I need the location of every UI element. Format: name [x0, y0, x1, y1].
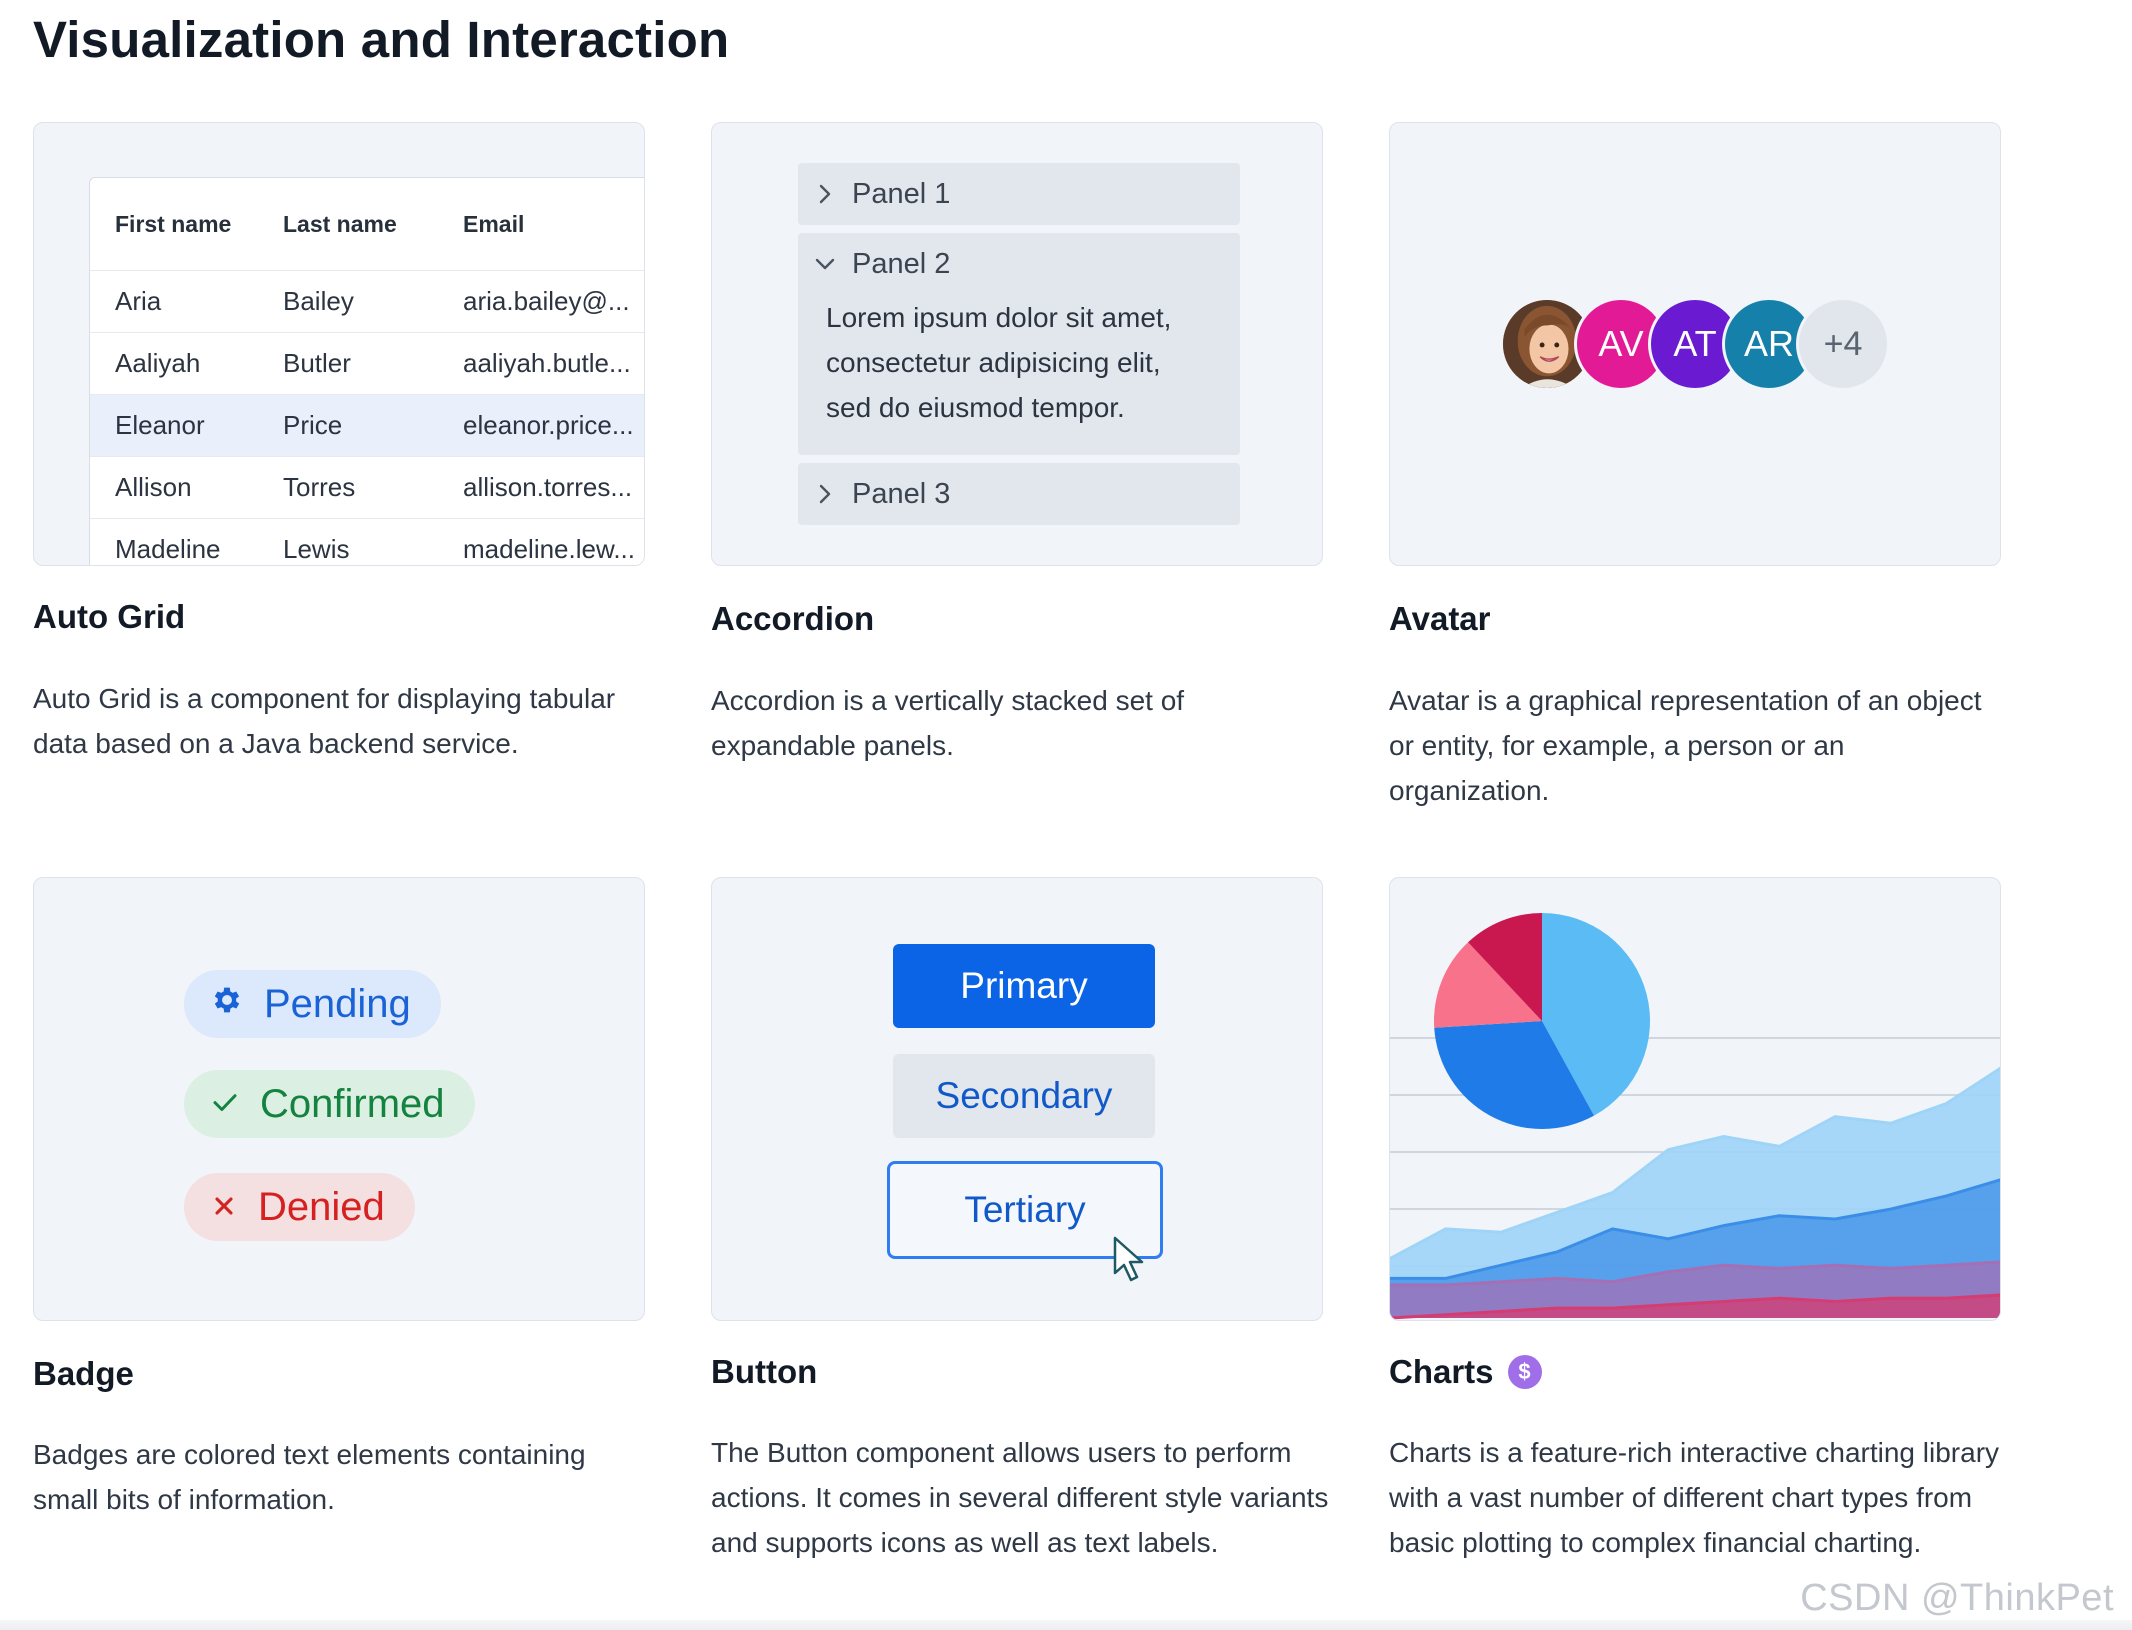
chevron-right-icon — [798, 483, 852, 505]
accordion-panel-label: Panel 3 — [852, 477, 951, 510]
charts-card[interactable] — [1389, 877, 2001, 1321]
badge-pending: Pending — [184, 970, 441, 1038]
close-icon — [210, 1185, 238, 1230]
button-description: The Button component allows users to per… — [711, 1437, 1329, 1558]
grid-header-email[interactable]: Email — [463, 210, 525, 237]
auto-grid-preview[interactable]: First name Last name Email Aria Bailey a… — [89, 177, 644, 565]
grid-cell: Bailey — [283, 286, 354, 316]
accordion-content-line: sed do eiusmod tempor. — [826, 392, 1125, 423]
grid-cell: Torres — [283, 472, 356, 502]
pie-slice-1 — [1434, 1021, 1595, 1129]
grid-header-first-name[interactable]: First name — [115, 210, 232, 237]
accordion-panel-content: Lorem ipsum dolor sit amet, consectetur … — [798, 295, 1240, 430]
grid-cell: Madeline — [115, 534, 221, 564]
accordion-card[interactable]: Panel 1 Panel 2 Lorem ipsum dolor sit am… — [711, 122, 1323, 566]
area-series-line-2 — [1390, 1260, 2000, 1287]
grid-cell: Lewis — [283, 534, 350, 564]
area-chart — [1390, 1037, 2000, 1320]
card-title-text[interactable]: Avatar — [1389, 600, 1491, 637]
grid-cell: Aria — [115, 286, 162, 316]
grid-cell: allison.torres... — [463, 472, 633, 502]
badge-confirmed: Confirmed — [184, 1070, 475, 1138]
card-title-text[interactable]: Charts — [1389, 1353, 1494, 1390]
avatar-av: AV — [1574, 297, 1668, 391]
accordion-panel-header[interactable]: Panel 3 — [798, 463, 1240, 525]
auto-grid-description: Auto Grid is a component for displaying … — [33, 683, 616, 759]
accordion-content-line: Lorem ipsum dolor sit amet, — [826, 302, 1172, 333]
grid-cell: Allison — [115, 472, 192, 502]
auto-grid-card[interactable]: First name Last name Email Aria Bailey a… — [33, 122, 645, 566]
table-row[interactable]: Aaliyah Butler aaliyah.butle... — [90, 333, 644, 395]
card-title-text[interactable]: Button — [711, 1353, 818, 1390]
dollar-icon: $ — [1507, 1355, 1542, 1389]
area-series-line-1 — [1390, 1178, 2000, 1280]
grid-header-last-name[interactable]: Last name — [283, 210, 397, 237]
page-bottom-edge — [0, 1620, 2132, 1630]
grid-cell: Price — [283, 410, 343, 440]
pie-slice-0 — [1542, 913, 1650, 1116]
accordion-title[interactable]: Accordion — [711, 600, 874, 638]
button-title[interactable]: Button — [711, 1353, 817, 1391]
grid-cell: Aaliyah — [115, 348, 201, 378]
charts-title[interactable]: Charts $ — [1389, 1353, 1542, 1391]
badge-label: Denied — [258, 1184, 385, 1229]
button-card[interactable]: Primary Secondary Tertiary — [711, 877, 1323, 1321]
primary-button[interactable]: Primary — [893, 944, 1155, 1028]
table-row-selected[interactable]: Eleanor Price eleanor.price... — [90, 395, 644, 457]
table-row[interactable]: Madeline Lewis madeline.lew... — [90, 519, 644, 565]
accordion-panel-label: Panel 1 — [852, 177, 951, 210]
check-icon — [210, 1082, 240, 1127]
area-series-line-3 — [1390, 1293, 2000, 1320]
card-title-text[interactable]: Accordion — [711, 600, 875, 637]
chevron-down-icon — [798, 255, 852, 273]
badge-title[interactable]: Badge — [33, 1355, 134, 1393]
person-photo-icon — [1500, 297, 1594, 391]
page-title: Visualization and Interaction — [33, 11, 730, 68]
accordion-panel-label: Panel 2 — [852, 247, 951, 280]
gear-icon — [210, 982, 244, 1027]
grid-header-row: First name Last name Email — [90, 178, 644, 271]
accordion-panel-1[interactable]: Panel 1 — [798, 163, 1240, 225]
grid-cell: aria.bailey@... — [463, 286, 630, 316]
card-title-text[interactable]: Badge — [33, 1355, 134, 1392]
badge-denied: Denied — [184, 1173, 415, 1241]
accordion-panel-header[interactable]: Panel 1 — [798, 163, 1240, 225]
accordion-description: Accordion is a vertically stacked set of… — [711, 685, 1185, 761]
watermark: CSDN @ThinkPet — [1800, 1577, 2114, 1619]
table-row[interactable]: Allison Torres allison.torres... — [90, 457, 644, 519]
avatar-more: +4 — [1796, 297, 1890, 391]
card-title-text[interactable]: Auto Grid — [33, 598, 186, 635]
accordion-panel-header[interactable]: Panel 2 — [798, 233, 1240, 295]
pie-chart — [1434, 913, 1650, 1129]
secondary-button[interactable]: Secondary — [893, 1054, 1155, 1138]
avatar-title[interactable]: Avatar — [1389, 600, 1491, 638]
grid-cell: Eleanor — [115, 410, 205, 440]
badge-card[interactable]: Pending Confirmed Denied — [33, 877, 645, 1321]
chevron-right-icon — [798, 183, 852, 205]
accordion-panel-3[interactable]: Panel 3 — [798, 463, 1240, 525]
charts-description: Charts is a feature-rich interactive cha… — [1389, 1437, 2000, 1558]
table-row[interactable]: Aria Bailey aria.bailey@... — [90, 271, 644, 333]
badge-label: Confirmed — [260, 1081, 445, 1126]
auto-grid-title[interactable]: Auto Grid — [33, 598, 185, 636]
grid-cell: Butler — [283, 348, 351, 378]
avatar-description: Avatar is a graphical representation of … — [1389, 685, 1982, 806]
cursor-arrow-icon — [1112, 1235, 1146, 1288]
pie-slice-3 — [1468, 913, 1542, 1021]
avatar-card[interactable]: AV AT AR +4 — [1389, 122, 2001, 566]
badge-label: Pending — [264, 981, 411, 1026]
grid-cell: madeline.lew... — [463, 534, 635, 564]
pie-slice-2 — [1434, 942, 1542, 1028]
area-series-line-0 — [1390, 1066, 2000, 1260]
badge-description: Badges are colored text elements contain… — [33, 1439, 586, 1515]
accordion-panel-2[interactable]: Panel 2 Lorem ipsum dolor sit amet, cons… — [798, 233, 1240, 455]
grid-cell: aaliyah.butle... — [463, 348, 631, 378]
accordion-content-line: consectetur adipisicing elit, — [826, 347, 1161, 378]
grid-cell: eleanor.price... — [463, 410, 634, 440]
